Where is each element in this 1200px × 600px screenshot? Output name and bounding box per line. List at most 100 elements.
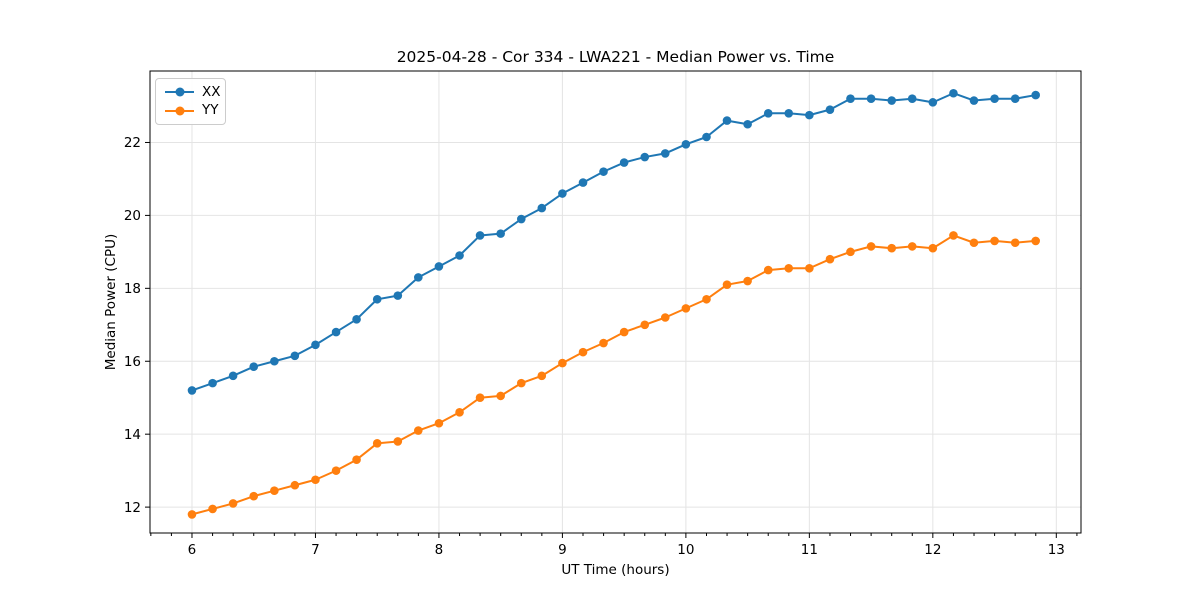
legend-item-yy: YY — [165, 101, 219, 118]
y-tick-label: 18 — [124, 281, 141, 297]
series-yy-marker — [516, 378, 526, 388]
series-yy-marker — [887, 243, 897, 253]
series-xx-marker — [660, 149, 670, 158]
series-xx-marker — [805, 110, 814, 120]
chart-title: 2025-04-28 - Cor 334 - LWA221 - Median P… — [396, 48, 835, 66]
series-xx-marker — [825, 105, 835, 114]
legend-label-yy: YY — [202, 101, 219, 118]
series-xx-marker — [681, 139, 691, 149]
series-yy-marker — [1031, 236, 1040, 246]
x-tick-label: 6 — [188, 542, 197, 558]
legend-marker-yy — [175, 106, 184, 116]
series-xx-marker — [599, 167, 608, 176]
y-tick-label: 12 — [124, 500, 141, 516]
series-xx-marker — [414, 273, 423, 282]
series-xx-marker — [249, 362, 259, 372]
series-xx-marker — [455, 251, 464, 260]
series-yy-marker — [578, 347, 588, 357]
series-xx-marker — [270, 356, 279, 366]
series-yy-marker — [1010, 238, 1020, 248]
series-xx-marker — [640, 152, 650, 162]
series-xx-marker — [722, 116, 732, 125]
series-yy-marker — [681, 304, 691, 313]
series-xx-marker — [928, 98, 938, 107]
series-yy-marker — [825, 254, 835, 264]
series-yy-marker — [537, 371, 547, 381]
series-xx-marker — [311, 340, 320, 350]
series-yy-marker — [187, 510, 197, 519]
legend-line-marker-icon — [165, 105, 194, 116]
series-xx-marker — [393, 291, 403, 300]
series-xx-marker — [990, 94, 999, 104]
series-yy-marker — [969, 238, 979, 248]
series-yy-marker — [846, 247, 855, 257]
legend: XX YY — [155, 78, 226, 125]
series-yy-marker — [331, 466, 341, 475]
series-xx-marker — [846, 94, 855, 104]
series-yy-marker — [270, 486, 279, 496]
legend-label-xx: XX — [202, 83, 221, 100]
series-xx-marker — [619, 158, 629, 167]
series-yy-marker — [743, 276, 752, 286]
series-yy-marker — [928, 243, 938, 253]
x-tick-label: 11 — [801, 542, 818, 558]
series-yy-marker — [558, 358, 567, 368]
series-xx-marker — [434, 262, 444, 271]
series-yy-marker — [784, 263, 794, 273]
series-yy-marker — [949, 231, 958, 240]
series-yy-marker — [866, 242, 876, 251]
y-axis-label: Median Power (CPU) — [103, 233, 119, 371]
series-yy-marker — [455, 408, 464, 417]
series-xx-marker — [1031, 90, 1040, 100]
y-tick-label: 20 — [124, 208, 141, 224]
series-xx-marker — [352, 315, 361, 324]
series-xx-marker — [887, 96, 897, 105]
series-yy-marker — [208, 504, 217, 514]
x-tick-label: 8 — [435, 542, 444, 558]
y-tick-label: 16 — [124, 354, 141, 370]
series-yy-marker — [475, 393, 485, 403]
x-tick-label: 12 — [924, 542, 941, 558]
legend-line-marker-icon — [165, 87, 194, 98]
series-yy-line — [190, 234, 1037, 516]
series-yy-marker — [599, 338, 608, 348]
series-xx-marker — [475, 231, 485, 240]
series-yy-marker — [249, 491, 259, 501]
series-yy-marker — [496, 391, 505, 401]
x-axis-label: UT Time (hours) — [561, 562, 670, 578]
series-xx-marker — [949, 88, 958, 98]
series-xx-marker — [969, 96, 979, 105]
series-yy-marker — [722, 280, 732, 289]
plot-frame — [149, 70, 1082, 534]
legend-marker-xx — [175, 87, 184, 97]
x-tick-label: 9 — [558, 542, 567, 558]
y-tick-label: 14 — [124, 427, 141, 443]
series-xx-marker — [372, 294, 382, 304]
series-xx-marker — [208, 378, 217, 388]
series-yy-marker — [805, 263, 814, 273]
series-xx-marker — [1010, 94, 1020, 104]
series-yy-marker — [907, 242, 917, 251]
series-yy-marker — [372, 438, 382, 448]
legend-item-xx: XX — [165, 83, 221, 100]
series-yy-marker — [414, 426, 423, 435]
series-yy-marker — [228, 499, 238, 508]
series-xx-marker — [187, 386, 197, 395]
series-xx-marker — [558, 189, 567, 198]
x-tick-label: 13 — [1048, 542, 1065, 558]
x-tick-label: 10 — [677, 542, 694, 558]
series-yy-marker — [352, 455, 361, 465]
series-xx-marker — [516, 214, 526, 224]
series-yy-marker — [640, 320, 650, 330]
series-yy-marker — [311, 475, 320, 485]
series-xx-marker — [578, 178, 588, 187]
x-tick-label: 7 — [311, 542, 320, 558]
series-xx-marker — [331, 327, 341, 337]
series-xx-marker — [496, 229, 505, 238]
series-xx-marker — [537, 203, 547, 213]
series-xx-marker — [743, 119, 752, 129]
series-yy-marker — [434, 418, 444, 428]
series-yy-marker — [619, 327, 629, 337]
